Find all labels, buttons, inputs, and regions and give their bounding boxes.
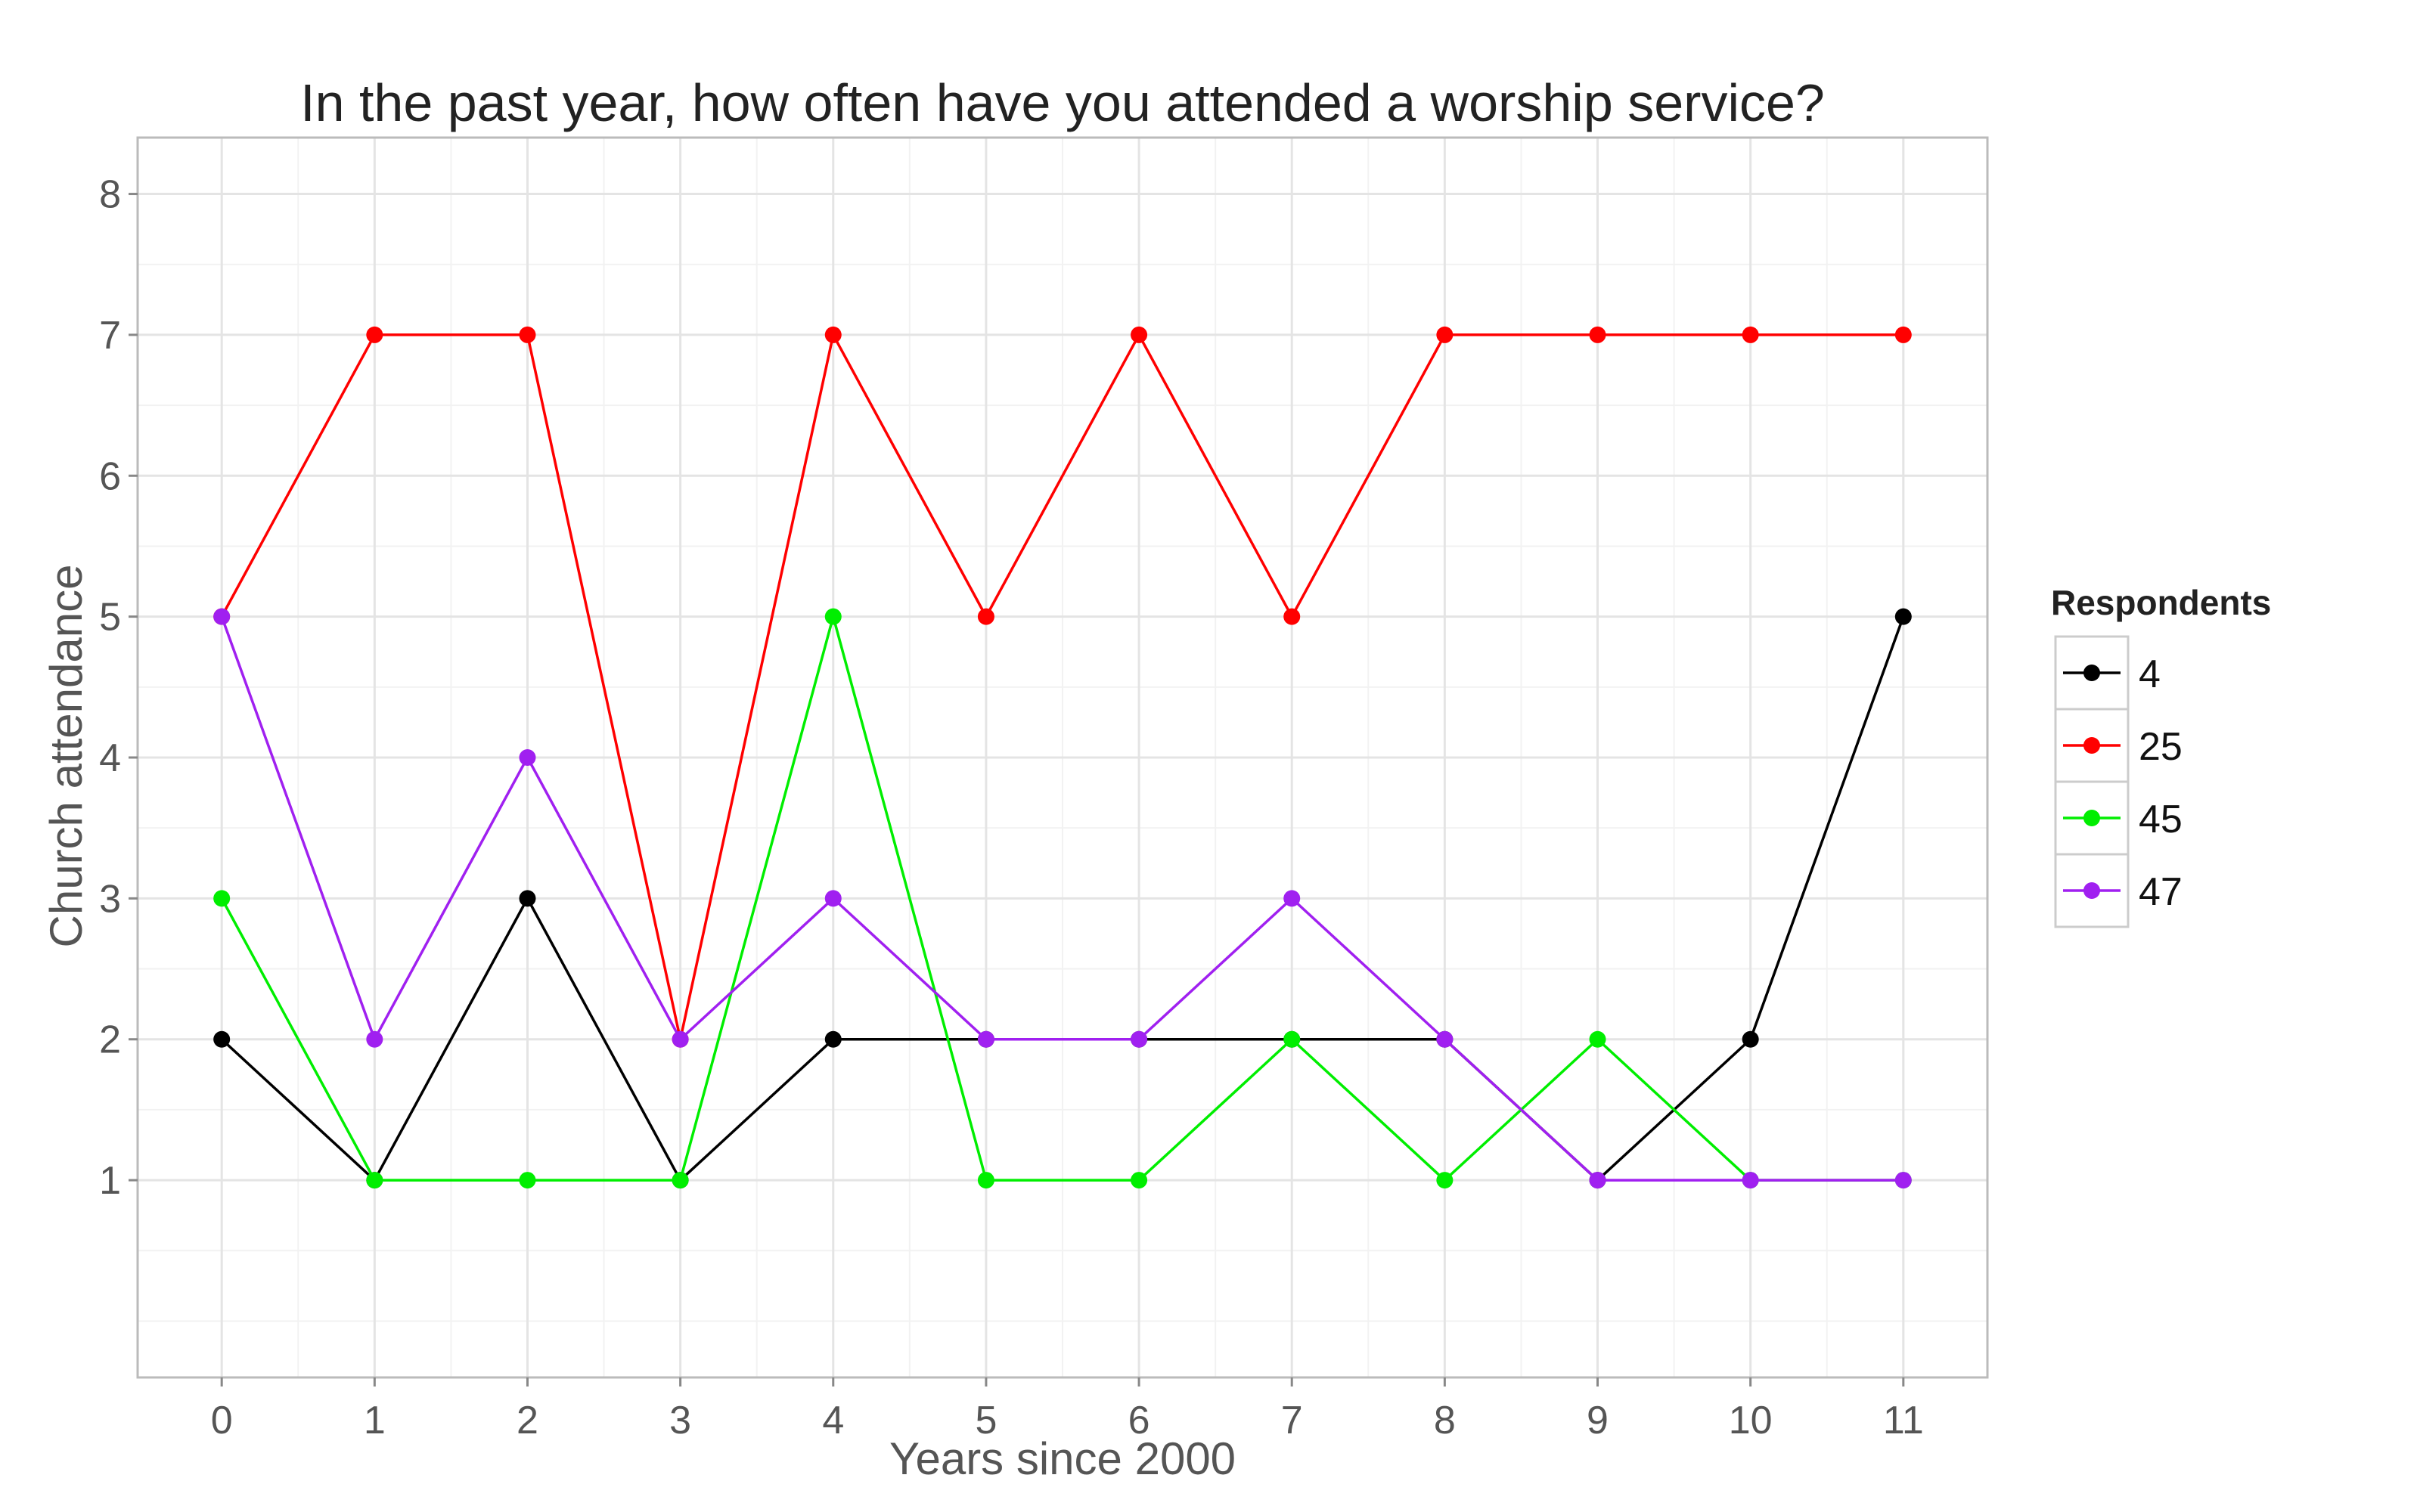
y-tick-label: 8	[99, 173, 121, 217]
data-point	[1742, 1030, 1759, 1048]
x-axis-ticks: 0 1 2 3 4 5 6 7 8 9 10 11	[211, 1377, 1924, 1442]
data-point	[672, 1030, 689, 1048]
series-line	[220, 333, 1903, 1041]
y-tick-label: 3	[99, 877, 121, 921]
x-tick-label: 5	[975, 1399, 997, 1442]
legend-label: 45	[2139, 798, 2183, 841]
data-point	[1131, 1030, 1148, 1048]
x-tick-label: 10	[1729, 1399, 1773, 1442]
data-point	[519, 326, 536, 343]
x-tick-label: 6	[1128, 1399, 1150, 1442]
data-point	[1436, 1172, 1454, 1189]
x-tick-label: 9	[1587, 1399, 1609, 1442]
data-point	[519, 749, 536, 766]
legend-item: 25	[2054, 708, 2183, 783]
x-tick-label: 2	[517, 1399, 538, 1442]
data-point	[1589, 326, 1606, 343]
legend-marker	[2083, 810, 2100, 826]
chart-title: In the past year, how often have you att…	[300, 73, 1825, 132]
y-axis-title: Church attendance	[41, 564, 92, 947]
x-tick-label: 4	[822, 1399, 844, 1442]
data-point	[1436, 326, 1454, 343]
legend-label: 4	[2139, 652, 2161, 696]
y-tick-label: 5	[99, 596, 121, 640]
data-point	[519, 1172, 536, 1189]
legend-item: 4	[2054, 635, 2161, 711]
legend-marker	[2083, 737, 2100, 754]
legend-item: 45	[2054, 780, 2183, 856]
x-tick-label: 0	[211, 1399, 233, 1442]
data-point	[1742, 326, 1759, 343]
y-tick-label: 2	[99, 1018, 121, 1062]
data-point	[366, 1172, 383, 1189]
y-tick-label: 1	[99, 1159, 121, 1203]
series-line	[220, 615, 1903, 1182]
data-point	[977, 1030, 994, 1048]
series-line	[220, 616, 1903, 1182]
x-tick-label: 1	[364, 1399, 386, 1442]
legend-marker	[2083, 882, 2100, 899]
data-point	[1589, 1030, 1606, 1048]
y-tick-label: 7	[99, 314, 121, 358]
data-point	[1894, 1172, 1912, 1189]
series-47	[213, 608, 1912, 1189]
data-point	[1742, 1172, 1759, 1189]
data-point	[366, 326, 383, 343]
x-tick-label: 3	[669, 1399, 691, 1442]
data-point	[824, 1030, 842, 1048]
y-tick-label: 6	[99, 454, 121, 498]
x-tick-label: 7	[1281, 1399, 1303, 1442]
data-point	[824, 326, 842, 343]
x-axis-title: Years since 2000	[889, 1433, 1236, 1484]
data-point	[213, 608, 231, 625]
data-point	[1894, 608, 1912, 625]
data-point	[213, 890, 231, 907]
x-tick-label: 8	[1434, 1399, 1456, 1442]
legend-item: 47	[2054, 853, 2183, 928]
legend-marker	[2083, 665, 2100, 681]
data-point	[1131, 1172, 1148, 1189]
legend-label: 25	[2139, 725, 2183, 769]
grid	[138, 138, 1987, 1377]
series-group	[213, 326, 1912, 1189]
data-point	[1436, 1030, 1454, 1048]
x-tick-label: 11	[1883, 1399, 1924, 1442]
data-point	[824, 608, 842, 625]
data-point	[1589, 1172, 1606, 1189]
data-point	[366, 1030, 383, 1048]
data-point	[1283, 608, 1301, 625]
data-point	[977, 608, 994, 625]
y-tick-label: 4	[99, 736, 121, 780]
data-point	[824, 890, 842, 907]
legend-title: Respondents	[2051, 583, 2271, 622]
data-point	[1283, 1030, 1301, 1048]
data-point	[672, 1172, 689, 1189]
data-point	[519, 890, 536, 907]
data-point	[1283, 890, 1301, 907]
data-point	[977, 1172, 994, 1189]
legend: 4 25 45 47	[2054, 635, 2183, 928]
data-point	[1894, 326, 1912, 343]
data-point	[1131, 326, 1148, 343]
y-axis-ticks: 1 2 3 4 5 6 7 8	[99, 173, 138, 1203]
data-point	[213, 1030, 231, 1048]
legend-label: 47	[2139, 870, 2183, 914]
